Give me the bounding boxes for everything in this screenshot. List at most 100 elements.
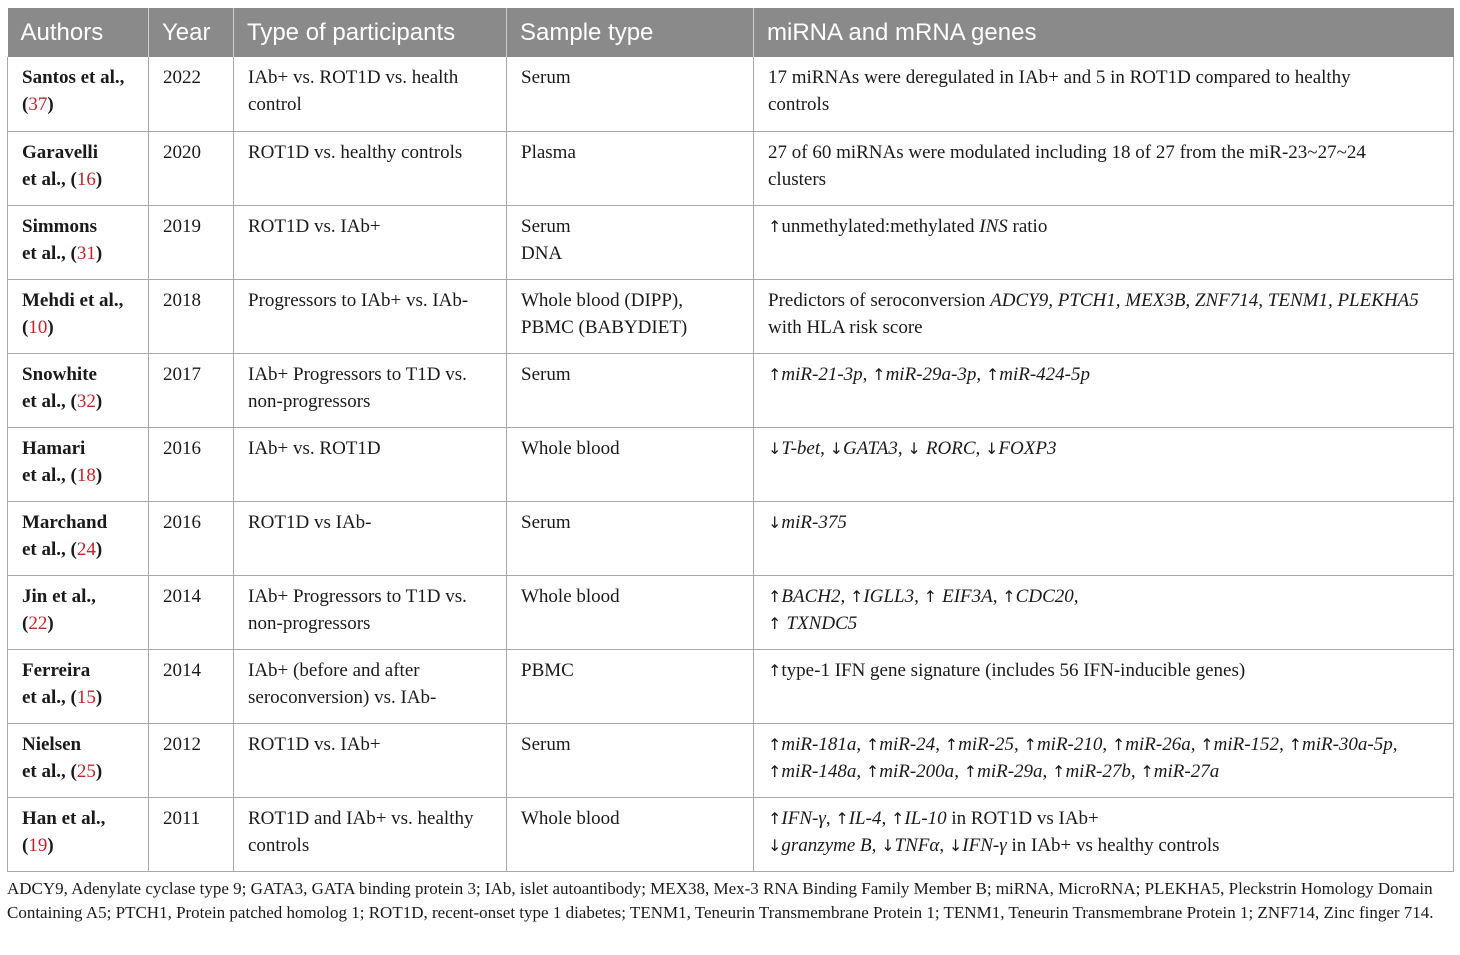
down-arrow-icon: ↓ bbox=[907, 438, 926, 458]
gene-name: IGLL3 bbox=[863, 585, 915, 607]
sample-cell: Whole blood (DIPP), PBMC (BABYDIET) bbox=[506, 279, 754, 354]
reference-link: 22 bbox=[28, 612, 48, 634]
gene-name: CDC20 bbox=[1015, 585, 1074, 607]
gene-text: , bbox=[881, 807, 891, 829]
author-cell: Snowhite et al., (32) bbox=[7, 353, 149, 428]
year-value: 2020 bbox=[163, 141, 201, 163]
year-value: 2016 bbox=[163, 437, 201, 459]
gene-name: IFN-γ bbox=[962, 834, 1007, 856]
reference-link: 19 bbox=[28, 834, 48, 856]
author-name: Ferreira bbox=[22, 659, 91, 681]
year-cell: 2016 bbox=[148, 501, 234, 576]
participants-text: control bbox=[248, 94, 302, 115]
up-arrow-icon: ↑ bbox=[985, 364, 1000, 384]
author-paren: ) bbox=[47, 612, 54, 634]
gene-name: granzyme B bbox=[781, 834, 872, 856]
down-arrow-icon: ↓ bbox=[829, 438, 844, 458]
up-arrow-icon: ↑ bbox=[768, 660, 782, 680]
author-etal: ( bbox=[22, 94, 29, 115]
gene-name: miR-26a bbox=[1125, 733, 1191, 755]
table-header-row: Authors Year Type of participants Sample… bbox=[7, 8, 1454, 57]
up-arrow-icon: ↑ bbox=[850, 586, 864, 606]
gene-name: BACH2 bbox=[781, 585, 841, 607]
participants-text: IAb+ Progressors to T1D vs. bbox=[248, 585, 467, 607]
genes-cell: ↑BACH2, ↑IGLL3, ↑ EIF3A, ↑CDC20, ↑ TXNDC5 bbox=[753, 575, 1454, 650]
table-row: Mehdi et al., (10) 2018 Progressors to IAb+… bbox=[7, 279, 1454, 354]
participants-cell: ROT1D vs. IAb+ bbox=[233, 723, 507, 798]
header-sample-type: Sample type bbox=[506, 8, 754, 57]
author-etal: ( bbox=[22, 316, 29, 338]
author-name: Han et al., bbox=[22, 807, 106, 829]
participants-cell: IAb+ (before and after seroconversion) vs… bbox=[233, 649, 507, 724]
year-cell: 2019 bbox=[148, 205, 234, 280]
up-arrow-icon: ↑ bbox=[768, 761, 782, 781]
author-cell: Santos et al., (37) bbox=[7, 57, 149, 132]
participants-text: IAb+ vs. ROT1D bbox=[248, 437, 381, 459]
reference-link: 32 bbox=[76, 390, 96, 412]
author-cell: Jin et al., (22) bbox=[7, 575, 149, 650]
gene-text: , bbox=[840, 585, 851, 607]
gene-name: T-bet bbox=[781, 437, 821, 459]
participants-text: non-progressors bbox=[248, 390, 371, 412]
author-etal: et al., ( bbox=[22, 390, 77, 412]
genes-cell: 17 miRNAs were deregulated in IAb+ and 5… bbox=[753, 57, 1454, 132]
participants-cell: ROT1D vs IAb- bbox=[233, 501, 507, 576]
sample-text: Whole blood bbox=[521, 807, 620, 829]
up-arrow-icon: ↑ bbox=[768, 734, 782, 754]
genes-text: Predictors of seroconversion bbox=[768, 289, 991, 311]
gene-text: , bbox=[1190, 733, 1201, 755]
author-cell: Ferreira et al., (15) bbox=[7, 649, 149, 724]
author-paren: ) bbox=[95, 464, 103, 486]
author-paren: ) bbox=[95, 242, 103, 264]
year-cell: 2014 bbox=[148, 575, 234, 650]
author-etal: et al., ( bbox=[22, 168, 77, 190]
up-arrow-icon: ↑ bbox=[1023, 734, 1037, 754]
genes-cell: ↑type-1 IFN gene signature (includes 56 … bbox=[753, 649, 1454, 724]
gene-name: GATA3 bbox=[843, 437, 898, 459]
header-year: Year bbox=[148, 8, 234, 57]
author-name: Snowhite bbox=[22, 363, 97, 385]
gene-text: , bbox=[856, 733, 866, 755]
up-arrow-icon: ↑ bbox=[865, 734, 880, 754]
sample-cell: PBMC bbox=[506, 649, 754, 724]
genes-cell: ↑miR-21-3p, ↑miR-29a-3p, ↑miR-424-5p bbox=[753, 353, 1454, 428]
down-arrow-icon: ↓ bbox=[768, 438, 782, 458]
author-etal: et al., ( bbox=[22, 760, 77, 782]
participants-cell: ROT1D vs. healthy controls bbox=[233, 131, 507, 206]
sample-text: Plasma bbox=[521, 141, 576, 163]
author-name: Simmons bbox=[22, 215, 97, 237]
reference-link: 25 bbox=[76, 760, 96, 782]
author-cell: Nielsen et al., (25) bbox=[7, 723, 149, 798]
up-arrow-icon: ↑ bbox=[1288, 734, 1302, 754]
author-cell: Garavelli et al., (16) bbox=[7, 131, 149, 206]
genes-text: with HLA risk score bbox=[768, 316, 923, 338]
gene-name: miR-25 bbox=[958, 733, 1015, 755]
gene-name: miR-30a-5p bbox=[1301, 733, 1393, 755]
sample-text: PBMC (BABYDIET) bbox=[521, 316, 688, 338]
author-paren: ) bbox=[47, 316, 54, 338]
gene-name: miR-29a-3p bbox=[885, 363, 977, 385]
down-arrow-icon: ↓ bbox=[948, 835, 963, 855]
year-cell: 2022 bbox=[148, 57, 234, 132]
gene-text: , bbox=[939, 834, 949, 856]
genes-cell: 27 of 60 miRNAs were modulated including… bbox=[753, 131, 1454, 206]
gene-name: miR-24 bbox=[879, 733, 936, 755]
author-cell: Simmons et al., (31) bbox=[7, 205, 149, 280]
author-cell: Mehdi et al., (10) bbox=[7, 279, 149, 354]
author-paren: ) bbox=[47, 94, 54, 115]
table-row: Garavelli et al., (16) 2020 ROT1D vs. healt… bbox=[7, 131, 1454, 206]
gene-name: miR-210 bbox=[1036, 733, 1103, 755]
header-genes: miRNA and mRNA genes bbox=[753, 8, 1454, 57]
gene-name: IL-10 bbox=[904, 807, 947, 829]
studies-table: Authors Year Type of participants Sample… bbox=[7, 8, 1454, 872]
gene-name: miR-375 bbox=[781, 511, 847, 533]
participants-cell: IAb+ Progressors to T1D vs. non-progresso… bbox=[233, 575, 507, 650]
year-cell: 2018 bbox=[148, 279, 234, 354]
up-arrow-icon: ↑ bbox=[1111, 734, 1126, 754]
header-authors: Authors bbox=[7, 8, 149, 57]
author-paren: ) bbox=[95, 390, 103, 412]
sample-text: Whole blood bbox=[521, 585, 620, 607]
up-arrow-icon: ↑ bbox=[768, 613, 787, 633]
gene-name: IFN-γ bbox=[781, 807, 826, 829]
gene-name: IL-4 bbox=[848, 807, 882, 829]
